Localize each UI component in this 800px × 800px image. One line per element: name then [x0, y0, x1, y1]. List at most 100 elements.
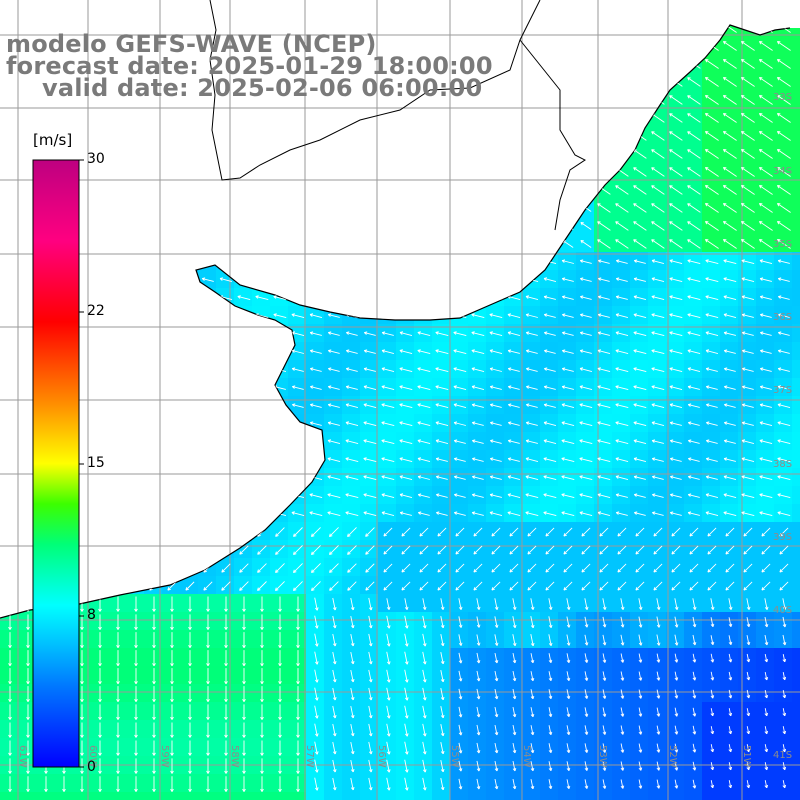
- speed-cell: [792, 180, 800, 199]
- speed-cell: [792, 612, 800, 631]
- speed-cell: [774, 522, 793, 541]
- speed-cell: [162, 630, 181, 649]
- wind-arrow-head: [382, 132, 385, 136]
- speed-cell: [234, 396, 253, 415]
- speed-cell: [432, 486, 451, 505]
- wind-arrow: [436, 186, 448, 194]
- speed-cell: [450, 0, 469, 19]
- speed-cell: [792, 648, 800, 667]
- speed-cell: [270, 648, 289, 667]
- wind-arrow: [634, 6, 647, 15]
- speed-cell: [450, 612, 469, 631]
- wind-arrow: [544, 150, 556, 158]
- wind-arrow-head: [418, 114, 421, 118]
- speed-cell: [774, 774, 793, 793]
- speed-cell: [576, 468, 595, 487]
- speed-cell: [378, 612, 397, 631]
- speed-cell: [180, 504, 199, 523]
- wind-arrow-head: [453, 277, 457, 279]
- speed-cell: [342, 666, 361, 685]
- wind-arrow-head: [273, 332, 277, 335]
- speed-cell: [252, 360, 271, 379]
- speed-cell: [756, 0, 775, 19]
- wind-arrow-head: [255, 259, 259, 261]
- wind-arrow-head: [489, 259, 493, 261]
- speed-cell: [360, 198, 379, 217]
- speed-cell: [720, 306, 739, 325]
- speed-cell: [144, 612, 163, 631]
- wind-arrow: [651, 385, 665, 391]
- wind-arrow-head: [453, 295, 457, 297]
- speed-cell: [270, 720, 289, 739]
- speed-cell: [126, 558, 145, 577]
- speed-cell: [216, 234, 235, 253]
- wind-arrow: [615, 385, 629, 391]
- speed-cell: [414, 162, 433, 181]
- wind-arrow: [21, 349, 35, 355]
- wind-arrow: [400, 314, 412, 318]
- speed-cell: [108, 504, 127, 523]
- speed-cell: [144, 648, 163, 667]
- wind-arrow: [759, 239, 773, 249]
- wind-arrow-head: [597, 368, 601, 371]
- wind-arrow-head: [255, 350, 259, 353]
- wind-arrow-head: [399, 386, 403, 389]
- wind-arrow-head: [201, 404, 205, 407]
- speed-cell: [108, 702, 127, 721]
- speed-cell: [396, 25, 415, 37]
- wind-arrow-head: [183, 367, 187, 369]
- wind-arrow: [526, 240, 538, 248]
- wind-arrow: [633, 167, 647, 177]
- wind-arrow: [633, 239, 647, 249]
- wind-arrow-head: [704, 185, 708, 189]
- wind-arrow-head: [525, 332, 529, 335]
- speed-cell: [54, 792, 73, 800]
- speed-cell: [522, 468, 541, 487]
- speed-cell: [702, 360, 721, 379]
- wind-arrow-head: [3, 278, 7, 281]
- speed-cell: [792, 504, 800, 523]
- wind-arrow: [328, 114, 340, 122]
- speed-cell: [684, 684, 703, 703]
- wind-arrow-head: [669, 41, 672, 45]
- speed-cell: [558, 396, 577, 415]
- wind-arrow-head: [399, 332, 403, 335]
- wind-arrow-head: [704, 77, 708, 81]
- wind-arrow: [201, 385, 215, 391]
- speed-cell: [108, 576, 127, 595]
- speed-cell: [522, 738, 541, 757]
- speed-cell: [126, 630, 145, 649]
- wind-arrow: [275, 6, 285, 13]
- wind-arrow: [526, 350, 538, 354]
- wind-arrow-head: [669, 260, 673, 263]
- wind-arrow-head: [544, 204, 547, 208]
- speed-cell: [702, 486, 721, 505]
- speed-cell: [342, 684, 361, 703]
- wind-arrow-head: [471, 332, 475, 335]
- wind-arrow: [471, 277, 485, 283]
- speed-cell: [378, 720, 397, 739]
- speed-cell: [468, 684, 487, 703]
- speed-cell: [378, 684, 397, 703]
- speed-cell: [342, 558, 361, 577]
- speed-cell: [594, 414, 613, 433]
- speed-cell: [270, 576, 289, 595]
- wind-arrow-head: [704, 41, 708, 45]
- speed-cell: [630, 450, 649, 469]
- wind-arrow: [238, 204, 250, 212]
- wind-arrow: [453, 349, 467, 355]
- wind-arrow: [723, 277, 737, 283]
- wind-arrow: [741, 239, 755, 249]
- wind-arrow: [310, 168, 322, 176]
- wind-arrow: [705, 295, 719, 301]
- wind-arrow: [705, 149, 719, 159]
- wind-arrow-head: [704, 203, 708, 207]
- speed-cell: [468, 576, 487, 595]
- wind-arrow-head: [94, 386, 97, 389]
- wind-arrow-head: [400, 150, 403, 154]
- wind-arrow-head: [544, 132, 547, 136]
- wind-arrow-head: [722, 221, 726, 225]
- wind-arrow-head: [3, 314, 7, 317]
- wind-arrow-head: [525, 278, 529, 281]
- speed-cell: [432, 144, 451, 163]
